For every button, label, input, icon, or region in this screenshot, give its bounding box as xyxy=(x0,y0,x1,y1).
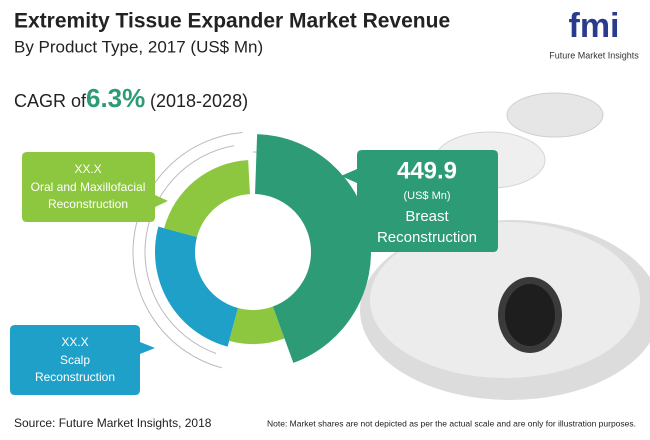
callout-label: Breast xyxy=(405,208,449,225)
callout-label: Oral and Maxillofacial xyxy=(31,180,146,194)
guide-arc xyxy=(132,131,243,369)
callout-value: 449.9 xyxy=(397,157,457,184)
logo-name: Future Market Insights xyxy=(549,50,639,60)
callout-box xyxy=(10,325,155,395)
subtitle: By Product Type, 2017 (US$ Mn) xyxy=(14,37,263,56)
callout-unit: (US$ Mn) xyxy=(403,190,450,202)
callout-label: Scalp xyxy=(60,353,90,367)
callout-label: Reconstruction xyxy=(48,197,128,211)
cagr-period: (2018-2028) xyxy=(150,91,248,111)
title: Extremity Tissue Expander Market Revenue xyxy=(14,10,450,33)
donut-segment xyxy=(255,134,371,363)
donut-chart xyxy=(132,131,371,369)
source: Source: Future Market Insights, 2018 xyxy=(14,416,212,430)
cagr-value: 6.3% xyxy=(86,83,145,113)
callout-box xyxy=(341,150,498,252)
callout-box xyxy=(22,152,168,222)
callout-label: Reconstruction xyxy=(377,229,477,246)
donut-segment xyxy=(154,226,238,347)
callout-value: XX.X xyxy=(61,335,88,349)
callout-label: Reconstruction xyxy=(35,370,115,384)
guide-arc xyxy=(144,145,235,354)
donut-hole xyxy=(196,195,310,309)
note: Note: Market shares are not depicted as … xyxy=(267,418,636,428)
callout-value: XX.X xyxy=(74,162,101,176)
implant-illustration xyxy=(360,92,650,400)
logo-mark: fmi xyxy=(569,7,620,45)
donut-segment xyxy=(164,160,250,237)
cagr-label: CAGR of xyxy=(14,91,87,111)
donut-segment xyxy=(229,306,285,345)
